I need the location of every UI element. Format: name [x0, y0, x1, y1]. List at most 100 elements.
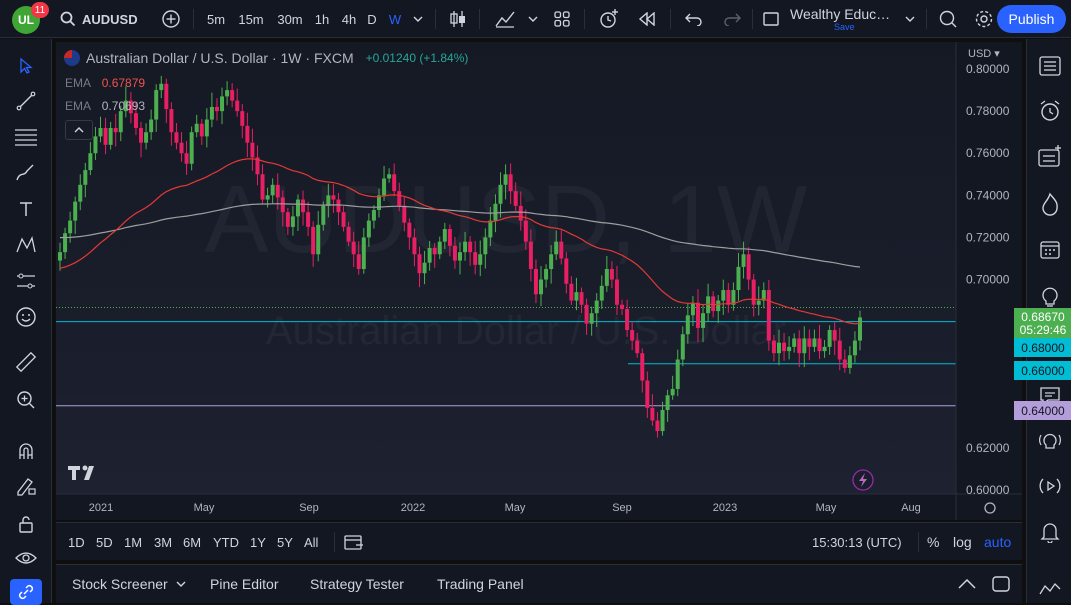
lock-all-tool[interactable] [10, 509, 42, 539]
fullscreen-toggle[interactable] [758, 0, 784, 38]
range-5d[interactable]: 5D [96, 534, 113, 550]
interval-4h[interactable]: 4h [341, 11, 357, 27]
clock-timezone[interactable]: 15:30:13 (UTC) [812, 534, 902, 550]
candle-body [427, 247, 432, 263]
ema-lines [59, 158, 861, 325]
interval-1h[interactable]: 1h [314, 11, 330, 27]
text-tool[interactable] [10, 194, 42, 224]
level-label-064: 0.64000 [1014, 401, 1071, 420]
candle-body [751, 279, 756, 305]
hide-drawings-tool[interactable] [10, 543, 42, 573]
prediction-tool[interactable] [10, 266, 42, 296]
chart-type-button[interactable] [444, 0, 472, 38]
ema-fast-legend[interactable]: EMA 0.67879 [65, 76, 145, 90]
collapse-panel-button[interactable] [958, 565, 976, 603]
ema-slow-legend[interactable]: EMA 0.70693 [65, 99, 145, 113]
candle-body [280, 197, 285, 213]
broadcast-button[interactable] [1034, 471, 1066, 501]
candle-body [478, 254, 483, 265]
pattern-tool[interactable] [10, 230, 42, 260]
log-toggle[interactable]: log [953, 534, 972, 550]
notifications-button[interactable] [1034, 517, 1066, 547]
candle-body [174, 132, 179, 143]
candles [58, 75, 862, 438]
alerts-button[interactable] [1034, 96, 1066, 126]
indicators-button[interactable] [490, 0, 520, 38]
percent-toggle[interactable]: % [927, 534, 940, 550]
price-axis[interactable]: 0.80000 0.78000 0.76000 0.74000 0.72000 0.700… [966, 62, 1010, 497]
interval-d[interactable]: D [367, 11, 377, 27]
range-1y[interactable]: 1Y [250, 534, 266, 550]
lock-drawings-tool[interactable] [10, 471, 42, 501]
currency-selector[interactable]: USD ▾ [968, 48, 1000, 60]
candle-body [473, 252, 478, 265]
tab-trading-panel[interactable]: Trading Panel [437, 576, 524, 592]
interval-30m[interactable]: 30m [277, 11, 303, 27]
fib-icon [15, 129, 37, 146]
price-chart[interactable]: AUDUSD, 1W Australian Dollar / U.S. Doll… [56, 42, 1022, 520]
range-5y[interactable]: 5Y [277, 534, 293, 550]
publish-button[interactable]: Publish [997, 5, 1066, 33]
candle-body [589, 313, 594, 324]
candle-body [493, 203, 498, 221]
magnet-tool[interactable] [10, 436, 42, 466]
candle-body [407, 222, 412, 238]
more-button[interactable] [1034, 574, 1066, 604]
range-1d[interactable]: 1D [68, 534, 85, 550]
compare-button[interactable] [158, 0, 184, 38]
chart-pane[interactable]: AUDUSD, 1W Australian Dollar / U.S. Doll… [56, 42, 1071, 520]
candle-body [665, 395, 670, 411]
symbol-search[interactable]: AUDUSD [60, 0, 140, 38]
time-axis[interactable]: 2021 May Sep 2022 May Sep 2023 May Aug [89, 502, 921, 514]
zoom-tool[interactable] [10, 385, 42, 415]
quick-search-button[interactable] [934, 0, 962, 38]
candle-body [564, 258, 569, 284]
range-6m[interactable]: 6M [183, 534, 202, 550]
auto-toggle[interactable]: auto [984, 534, 1012, 550]
interval-15m[interactable]: 15m [238, 11, 264, 27]
range-ytd[interactable]: YTD [213, 534, 239, 550]
chart-settings-icon[interactable] [984, 502, 996, 514]
range-1m[interactable]: 1M [124, 534, 143, 550]
ruler-tool[interactable] [10, 347, 42, 377]
goto-date-button[interactable] [344, 523, 364, 561]
watchlist-button[interactable] [1034, 51, 1066, 81]
trendline-tool[interactable] [10, 86, 42, 116]
redo-button[interactable] [718, 0, 746, 38]
settings-button[interactable] [970, 0, 998, 38]
alert-button[interactable] [594, 0, 624, 38]
calendar-button[interactable] [1034, 234, 1066, 264]
candle-body [508, 174, 513, 192]
tips-button[interactable] [1034, 426, 1066, 456]
candle-body [139, 127, 144, 143]
tab-stock-screener[interactable]: Stock Screener [72, 565, 186, 603]
interval-5m[interactable]: 5m [206, 11, 226, 27]
range-3m[interactable]: 3M [154, 534, 173, 550]
undo-button[interactable] [680, 0, 708, 38]
fib-tool[interactable] [10, 122, 42, 152]
chevron-up-icon [958, 579, 976, 589]
tab-pine-editor[interactable]: Pine Editor [210, 576, 279, 592]
interval-w[interactable]: W [388, 11, 402, 27]
interval-dropdown[interactable] [408, 0, 428, 38]
range-all[interactable]: All [304, 534, 319, 550]
price-tick-label: 0.62000 [966, 441, 1010, 455]
data-window-button[interactable] [1034, 141, 1066, 171]
pencil-lock-icon [17, 478, 36, 496]
templates-button[interactable] [548, 0, 576, 38]
cursor-tool[interactable] [10, 51, 42, 81]
maximize-panel-button[interactable] [992, 565, 1010, 603]
indicators-dropdown[interactable] [524, 0, 542, 38]
emoji-tool[interactable] [10, 302, 42, 332]
layout-menu[interactable]: Wealthy Educ… Save [790, 0, 900, 38]
hotlist-button[interactable] [1034, 189, 1066, 219]
tab-strategy-tester[interactable]: Strategy Tester [310, 576, 404, 592]
brush-tool[interactable] [10, 158, 42, 188]
layout-dropdown[interactable] [900, 0, 920, 38]
link-tool[interactable] [10, 579, 42, 605]
ideas-button[interactable] [1034, 282, 1066, 312]
replay-button[interactable] [632, 0, 662, 38]
collapse-legend-button[interactable] [65, 120, 93, 140]
candle-body [635, 340, 640, 354]
candle-body [650, 407, 655, 421]
